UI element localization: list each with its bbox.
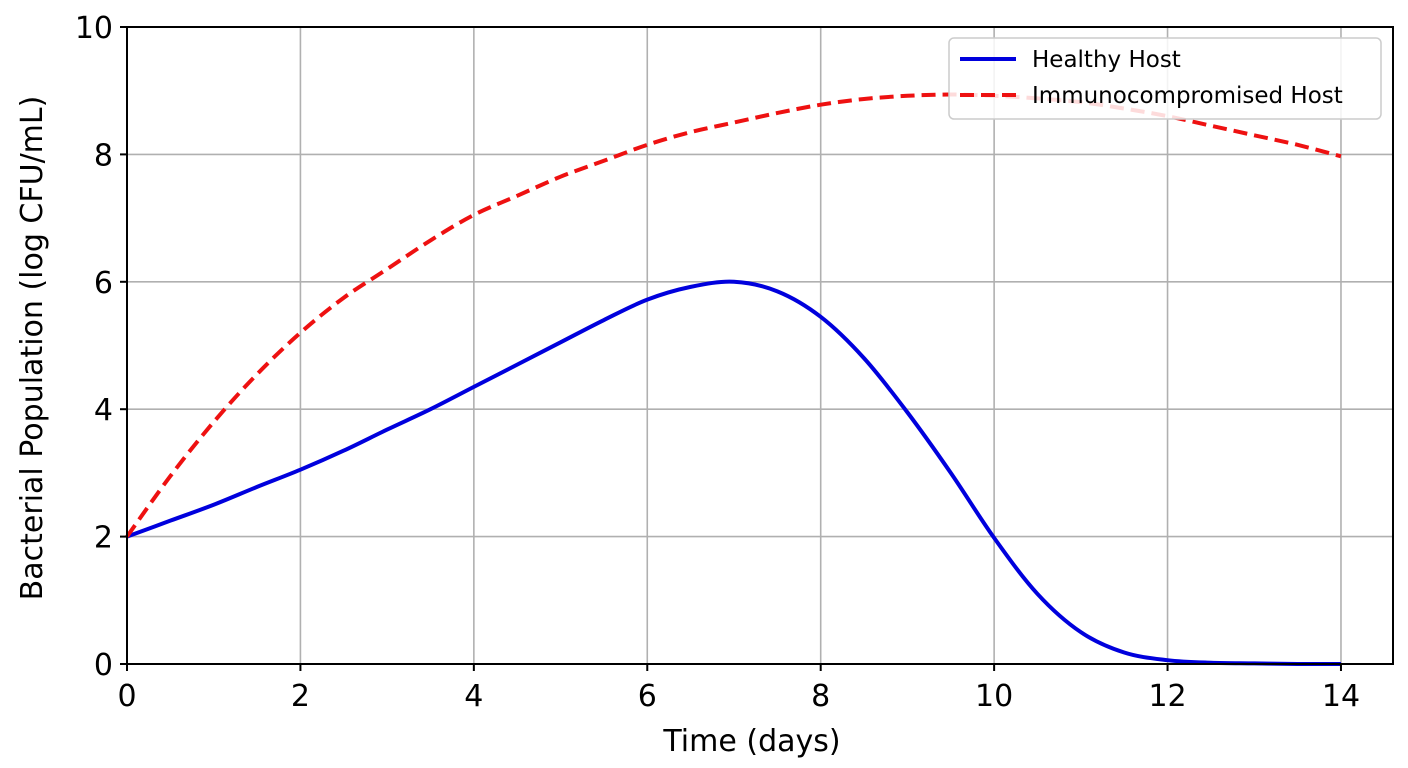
plot-frame [126, 26, 1394, 665]
x-tick-label: 6 [638, 679, 657, 714]
y-tick-label: 0 [94, 648, 113, 683]
legend-label-1: Healthy Host [1032, 47, 1181, 73]
x-tick-label: 10 [975, 679, 1013, 714]
plot-background [127, 27, 1393, 664]
x-tick-label: 12 [1148, 679, 1186, 714]
y-tick-label: 4 [94, 393, 113, 428]
x-tick-label: 4 [464, 679, 483, 714]
legend-label-2: Immunocompromised Host [1032, 83, 1343, 109]
axis-ticks: 0 2 4 6 8 10 12 14 0 2 4 6 8 10 [75, 11, 1360, 714]
y-tick-label: 10 [75, 11, 113, 46]
x-tick-label: 8 [811, 679, 830, 714]
y-tick-label: 2 [94, 521, 113, 556]
x-tick-label: 14 [1322, 679, 1360, 714]
x-tick-label: 2 [291, 679, 310, 714]
y-tick-label: 6 [94, 266, 113, 301]
y-axis-title: Bacterial Population (log CFU/mL) [15, 96, 50, 601]
series-line-1 [126, 279, 1341, 667]
legend-box [948, 37, 1382, 120]
x-axis-title: Time (days) [662, 724, 840, 759]
y-tick-label: 8 [94, 138, 113, 173]
x-tick-label: 0 [117, 679, 136, 714]
legend: Healthy Host Immunocompromised Host [948, 37, 1382, 120]
